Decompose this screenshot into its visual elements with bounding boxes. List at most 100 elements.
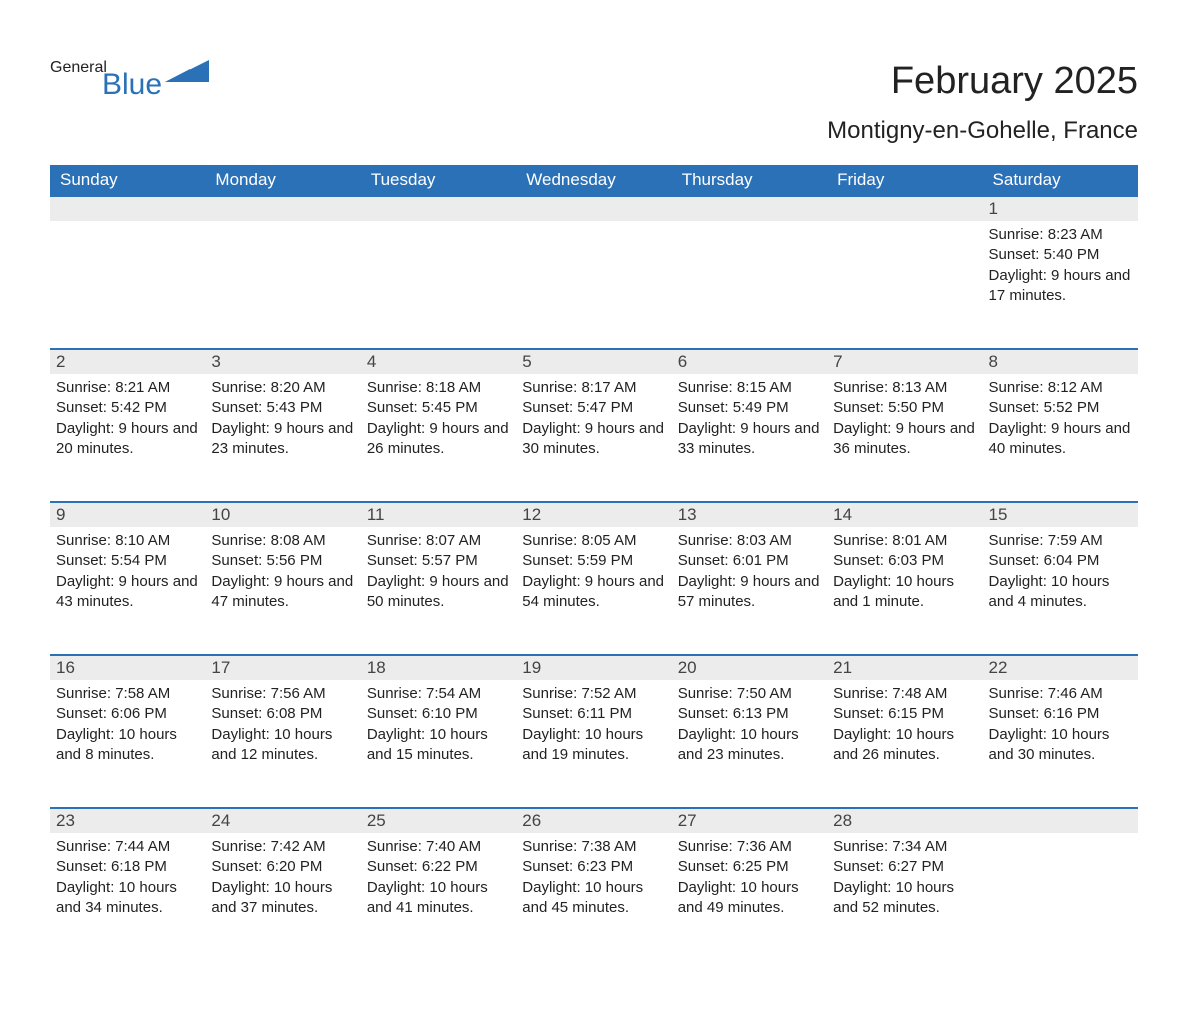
day-content: Sunrise: 8:17 AMSunset: 5:47 PMDaylight:… (516, 374, 671, 469)
day-content: Sunrise: 8:07 AMSunset: 5:57 PMDaylight:… (361, 527, 516, 622)
day-number-cell: 14 (827, 502, 982, 527)
day-number-row: 9101112131415 (50, 502, 1138, 527)
day-number-cell: 1 (983, 196, 1138, 221)
day-number-cell: 12 (516, 502, 671, 527)
day-number-cell (672, 196, 827, 221)
day-content: Sunrise: 7:36 AMSunset: 6:25 PMDaylight:… (672, 833, 827, 928)
day-content-row: Sunrise: 8:21 AMSunset: 5:42 PMDaylight:… (50, 374, 1138, 502)
day-number-cell (50, 196, 205, 221)
day-content: Sunrise: 7:38 AMSunset: 6:23 PMDaylight:… (516, 833, 671, 928)
day-cell: Sunrise: 7:42 AMSunset: 6:20 PMDaylight:… (205, 833, 360, 961)
day-cell (983, 833, 1138, 961)
day-content-row: Sunrise: 8:10 AMSunset: 5:54 PMDaylight:… (50, 527, 1138, 655)
day-number-cell: 23 (50, 808, 205, 833)
day-cell: Sunrise: 7:38 AMSunset: 6:23 PMDaylight:… (516, 833, 671, 961)
day-number-cell: 16 (50, 655, 205, 680)
day-number-cell: 13 (672, 502, 827, 527)
day-cell: Sunrise: 7:59 AMSunset: 6:04 PMDaylight:… (983, 527, 1138, 655)
day-number-cell: 11 (361, 502, 516, 527)
day-number-cell: 24 (205, 808, 360, 833)
day-content: Sunrise: 8:20 AMSunset: 5:43 PMDaylight:… (205, 374, 360, 469)
day-content-row: Sunrise: 7:44 AMSunset: 6:18 PMDaylight:… (50, 833, 1138, 961)
day-cell (672, 221, 827, 349)
day-number-cell: 26 (516, 808, 671, 833)
day-cell: Sunrise: 8:23 AMSunset: 5:40 PMDaylight:… (983, 221, 1138, 349)
day-number-row: 1 (50, 196, 1138, 221)
weekday-header: Tuesday (361, 165, 516, 196)
day-content: Sunrise: 7:54 AMSunset: 6:10 PMDaylight:… (361, 680, 516, 775)
day-content: Sunrise: 7:44 AMSunset: 6:18 PMDaylight:… (50, 833, 205, 928)
day-cell: Sunrise: 8:17 AMSunset: 5:47 PMDaylight:… (516, 374, 671, 502)
day-number-cell: 5 (516, 349, 671, 374)
day-content: Sunrise: 7:50 AMSunset: 6:13 PMDaylight:… (672, 680, 827, 775)
day-cell (50, 221, 205, 349)
day-content: Sunrise: 8:12 AMSunset: 5:52 PMDaylight:… (983, 374, 1138, 469)
day-content: Sunrise: 7:42 AMSunset: 6:20 PMDaylight:… (205, 833, 360, 928)
day-content: Sunrise: 7:46 AMSunset: 6:16 PMDaylight:… (983, 680, 1138, 775)
day-cell: Sunrise: 8:20 AMSunset: 5:43 PMDaylight:… (205, 374, 360, 502)
day-cell: Sunrise: 8:18 AMSunset: 5:45 PMDaylight:… (361, 374, 516, 502)
weekday-header: Saturday (983, 165, 1138, 196)
day-content: Sunrise: 8:23 AMSunset: 5:40 PMDaylight:… (983, 221, 1138, 316)
weekday-header: Thursday (672, 165, 827, 196)
day-number-cell: 28 (827, 808, 982, 833)
day-content: Sunrise: 8:05 AMSunset: 5:59 PMDaylight:… (516, 527, 671, 622)
day-cell: Sunrise: 7:50 AMSunset: 6:13 PMDaylight:… (672, 680, 827, 808)
day-cell: Sunrise: 8:10 AMSunset: 5:54 PMDaylight:… (50, 527, 205, 655)
day-number-cell: 17 (205, 655, 360, 680)
weekday-header-row: SundayMondayTuesdayWednesdayThursdayFrid… (50, 165, 1138, 196)
day-cell: Sunrise: 7:48 AMSunset: 6:15 PMDaylight:… (827, 680, 982, 808)
day-content: Sunrise: 8:21 AMSunset: 5:42 PMDaylight:… (50, 374, 205, 469)
logo-blue: Blue (102, 70, 162, 100)
location: Montigny-en-Gohelle, France (827, 117, 1138, 145)
day-cell: Sunrise: 8:13 AMSunset: 5:50 PMDaylight:… (827, 374, 982, 502)
day-content: Sunrise: 8:10 AMSunset: 5:54 PMDaylight:… (50, 527, 205, 622)
day-number-cell (983, 808, 1138, 833)
weekday-header: Friday (827, 165, 982, 196)
day-content: Sunrise: 7:59 AMSunset: 6:04 PMDaylight:… (983, 527, 1138, 622)
day-number-cell (827, 196, 982, 221)
day-cell: Sunrise: 8:01 AMSunset: 6:03 PMDaylight:… (827, 527, 982, 655)
day-number-cell: 20 (672, 655, 827, 680)
day-cell: Sunrise: 8:21 AMSunset: 5:42 PMDaylight:… (50, 374, 205, 502)
day-number-cell (205, 196, 360, 221)
logo-triangle-icon (165, 60, 211, 84)
day-content: Sunrise: 7:56 AMSunset: 6:08 PMDaylight:… (205, 680, 360, 775)
day-number-cell: 22 (983, 655, 1138, 680)
day-cell: Sunrise: 8:08 AMSunset: 5:56 PMDaylight:… (205, 527, 360, 655)
day-cell: Sunrise: 7:36 AMSunset: 6:25 PMDaylight:… (672, 833, 827, 961)
day-content: Sunrise: 8:13 AMSunset: 5:50 PMDaylight:… (827, 374, 982, 469)
day-number-cell: 4 (361, 349, 516, 374)
day-cell (827, 221, 982, 349)
day-number-cell: 18 (361, 655, 516, 680)
day-content-row: Sunrise: 8:23 AMSunset: 5:40 PMDaylight:… (50, 221, 1138, 349)
day-content: Sunrise: 7:34 AMSunset: 6:27 PMDaylight:… (827, 833, 982, 928)
day-cell: Sunrise: 7:46 AMSunset: 6:16 PMDaylight:… (983, 680, 1138, 808)
calendar-body: 1Sunrise: 8:23 AMSunset: 5:40 PMDaylight… (50, 196, 1138, 961)
day-cell: Sunrise: 7:52 AMSunset: 6:11 PMDaylight:… (516, 680, 671, 808)
day-number-cell: 25 (361, 808, 516, 833)
day-content: Sunrise: 8:01 AMSunset: 6:03 PMDaylight:… (827, 527, 982, 622)
day-content: Sunrise: 8:03 AMSunset: 6:01 PMDaylight:… (672, 527, 827, 622)
day-number-cell: 21 (827, 655, 982, 680)
day-cell: Sunrise: 7:34 AMSunset: 6:27 PMDaylight:… (827, 833, 982, 961)
weekday-header: Monday (205, 165, 360, 196)
day-number-row: 16171819202122 (50, 655, 1138, 680)
day-cell: Sunrise: 7:54 AMSunset: 6:10 PMDaylight:… (361, 680, 516, 808)
day-content: Sunrise: 7:52 AMSunset: 6:11 PMDaylight:… (516, 680, 671, 775)
weekday-header: Sunday (50, 165, 205, 196)
day-content: Sunrise: 7:48 AMSunset: 6:15 PMDaylight:… (827, 680, 982, 775)
day-cell: Sunrise: 8:12 AMSunset: 5:52 PMDaylight:… (983, 374, 1138, 502)
day-content: Sunrise: 7:58 AMSunset: 6:06 PMDaylight:… (50, 680, 205, 775)
day-number-cell: 10 (205, 502, 360, 527)
day-number-row: 2345678 (50, 349, 1138, 374)
day-number-cell: 8 (983, 349, 1138, 374)
day-number-cell: 9 (50, 502, 205, 527)
day-content: Sunrise: 8:15 AMSunset: 5:49 PMDaylight:… (672, 374, 827, 469)
day-cell: Sunrise: 8:15 AMSunset: 5:49 PMDaylight:… (672, 374, 827, 502)
day-content: Sunrise: 7:40 AMSunset: 6:22 PMDaylight:… (361, 833, 516, 928)
day-cell (361, 221, 516, 349)
page-title: February 2025 (827, 60, 1138, 103)
day-number-cell: 6 (672, 349, 827, 374)
day-cell (205, 221, 360, 349)
